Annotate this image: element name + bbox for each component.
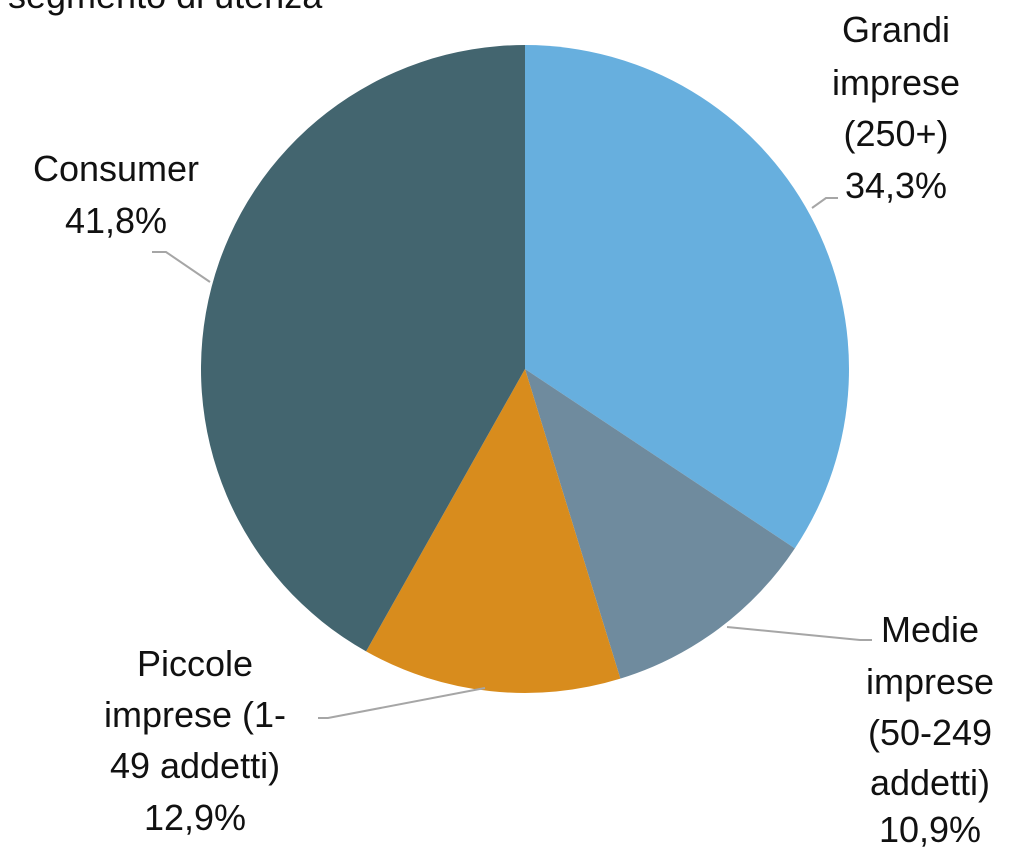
leader-line-consumer <box>152 251 211 283</box>
pie-slice-piccole <box>366 369 621 693</box>
pie-slice-grandi <box>525 45 850 549</box>
label-medie-value: 10,9% <box>879 809 981 848</box>
label-medie-line3: (50-249 <box>868 712 992 753</box>
label-consumer: Consumer 41,8% <box>33 148 199 241</box>
label-medie: Medie imprese (50-249 addetti) 10,9% <box>866 609 994 848</box>
label-consumer-value: 41,8% <box>65 200 167 241</box>
label-piccole-line1: Piccole <box>137 643 253 684</box>
pie-slice-medie <box>525 369 795 679</box>
pie-slice-consumer <box>201 44 525 652</box>
chart-title: segmento di utenza <box>8 0 323 16</box>
label-medie-line2: imprese <box>866 661 994 702</box>
leader-lines <box>152 197 872 719</box>
leader-line-grandi <box>811 197 838 209</box>
label-consumer-line1: Consumer <box>33 148 199 189</box>
label-piccole: Piccole imprese (1- 49 addetti) 12,9% <box>104 643 286 838</box>
label-grandi-line1: Grandi <box>842 9 950 50</box>
label-piccole-value: 12,9% <box>144 797 246 838</box>
label-grandi: Grandi imprese (250+) 34,3% <box>832 9 960 206</box>
label-piccole-line2: imprese (1- <box>104 694 286 735</box>
pie-slices <box>201 44 850 693</box>
label-medie-line1: Medie <box>881 609 979 650</box>
leader-line-piccole <box>318 687 486 719</box>
label-grandi-value: 34,3% <box>845 165 947 206</box>
label-piccole-line3: 49 addetti) <box>110 745 280 786</box>
label-medie-line4: addetti) <box>870 762 990 803</box>
label-grandi-line2: imprese <box>832 62 960 103</box>
leader-line-medie <box>726 626 872 641</box>
label-grandi-line3: (250+) <box>843 113 948 154</box>
